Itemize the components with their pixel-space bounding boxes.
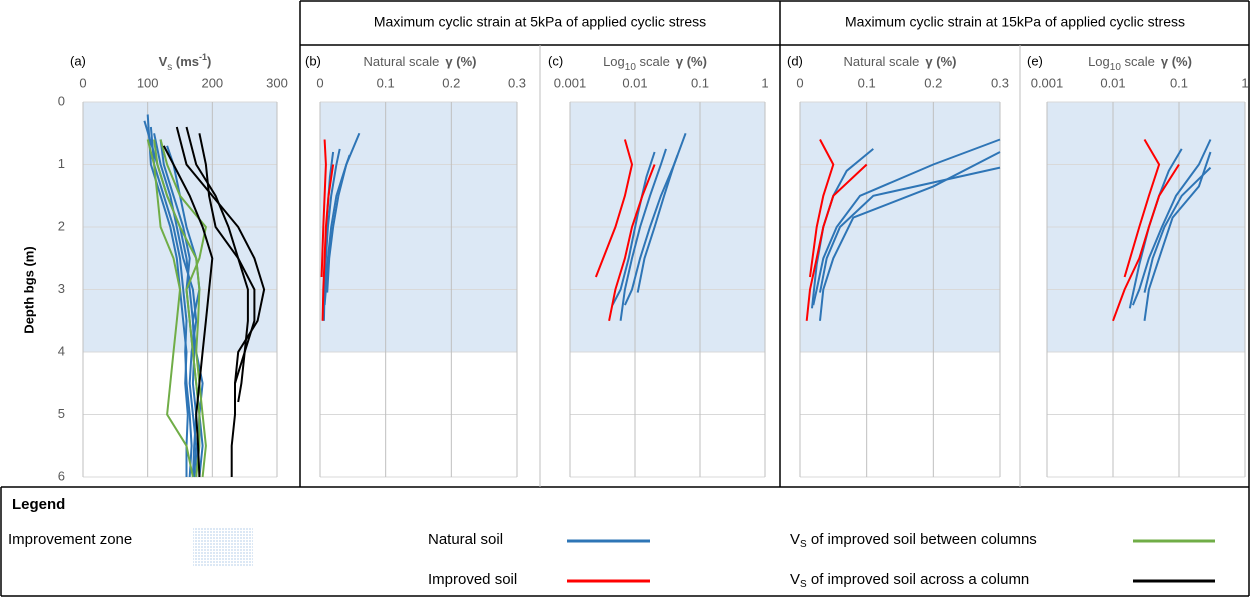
axis-label: γ (%) <box>925 54 956 69</box>
legend-label: Improved soil <box>428 571 517 588</box>
profile-line <box>153 133 198 478</box>
profile-line <box>321 164 335 321</box>
axis-title: Natural scale γ (%) <box>364 54 477 69</box>
x-tick-label: 0.2 <box>442 75 460 90</box>
text-part: of improved soil across a column <box>807 571 1030 588</box>
profile-line <box>320 139 327 278</box>
panel-label: (b) <box>305 53 321 68</box>
y-tick-label: 6 <box>58 468 65 483</box>
text-part: V <box>159 54 168 69</box>
profile-line <box>1143 151 1212 321</box>
text-part: S <box>800 539 807 550</box>
text-part: 10 <box>1110 62 1122 73</box>
x-tick-label: 0 <box>79 75 86 90</box>
axis-title: Log10 scale γ (%) <box>1088 54 1192 72</box>
profile-line <box>185 126 256 403</box>
panel-label: (e) <box>1027 53 1043 68</box>
x-tick-label: 200 <box>201 75 223 90</box>
axis-label: γ (%) <box>1161 54 1192 69</box>
x-tick-label: 0.01 <box>1100 75 1125 90</box>
x-tick-label: 0.001 <box>1031 75 1064 90</box>
y-tick-label: 0 <box>58 93 65 108</box>
axis-title: Log10 scale γ (%) <box>603 54 707 72</box>
x-tick-label: 0.001 <box>554 75 587 90</box>
profile-line <box>146 139 194 478</box>
x-tick-label: 0.01 <box>622 75 647 90</box>
x-tick-label: 0 <box>796 75 803 90</box>
legend-label: VS of improved soil across a column <box>790 571 1029 590</box>
group-header: Maximum cyclic strain at 15kPa of applie… <box>845 14 1185 30</box>
x-tick-label: 0.2 <box>924 75 942 90</box>
text-part: Natural scale <box>844 54 920 69</box>
x-tick-label: 0.1 <box>691 75 709 90</box>
profile-line <box>162 145 214 478</box>
text-part: -1 <box>199 52 207 62</box>
profile-line <box>1123 138 1161 278</box>
profile-line <box>608 164 656 321</box>
text-part: ) <box>207 54 211 69</box>
panel-label: (a) <box>70 53 86 68</box>
y-tick-label: 3 <box>58 281 65 296</box>
x-tick-label: 0.3 <box>508 75 526 90</box>
profile-line <box>611 151 656 306</box>
profile-line <box>146 114 189 477</box>
text-part: Log <box>1088 54 1110 69</box>
x-tick-label: 0.1 <box>1170 75 1188 90</box>
profile-line <box>149 126 193 478</box>
profile-line <box>326 154 351 293</box>
x-tick-label: 1 <box>1241 75 1248 90</box>
text-part: (ms <box>172 54 199 69</box>
x-tick-label: 0.1 <box>858 75 876 90</box>
axis-label: γ (%) <box>445 54 476 69</box>
text-part: V <box>790 571 800 588</box>
text-part: 10 <box>625 62 637 73</box>
x-tick-label: 300 <box>266 75 288 90</box>
profile-line <box>1112 163 1180 322</box>
y-tick-label: 1 <box>58 156 65 171</box>
text-part: scale <box>636 54 670 69</box>
profile-line <box>159 139 207 478</box>
legend-swatch <box>193 527 253 567</box>
y-tick-label: 5 <box>58 406 65 421</box>
legend-label: Improvement zone <box>8 531 132 548</box>
text-part: S <box>800 579 807 590</box>
group-header: Maximum cyclic strain at 5kPa of applied… <box>374 14 706 30</box>
text-part: s <box>167 62 172 73</box>
x-tick-label: 1 <box>761 75 768 90</box>
axis-title: Natural scale γ (%) <box>844 54 957 69</box>
axis-title: Vs (ms-1) <box>159 52 212 72</box>
profile-line <box>153 139 207 478</box>
x-tick-label: 0.1 <box>377 75 395 90</box>
profile-line <box>819 166 1001 293</box>
profile-line <box>805 163 868 321</box>
text-part: of improved soil between columns <box>807 531 1037 548</box>
panel-label: (c) <box>548 53 563 68</box>
text-part: Log <box>603 54 625 69</box>
x-tick-label: 0.3 <box>991 75 1009 90</box>
panel-label: (d) <box>787 53 803 68</box>
text-part: V <box>790 531 800 548</box>
profile-line <box>636 154 679 293</box>
profile-line <box>809 139 835 278</box>
x-tick-label: 100 <box>137 75 159 90</box>
profile-line <box>198 133 249 415</box>
profile-line <box>812 138 1001 306</box>
legend-label: VS of improved soil between columns <box>790 531 1037 550</box>
y-tick-label: 4 <box>58 343 65 358</box>
text-part: scale <box>1121 54 1155 69</box>
profile-line <box>1131 139 1212 306</box>
axis-label: γ (%) <box>676 54 707 69</box>
profile-line <box>594 139 634 278</box>
profile-line <box>619 148 667 321</box>
text-part: Natural scale <box>364 54 440 69</box>
y-tick-label: 2 <box>58 218 65 233</box>
y-axis-label: Depth bgs (m) <box>21 246 36 333</box>
legend-title: Legend <box>12 496 65 513</box>
legend-label: Natural soil <box>428 531 503 548</box>
profile-line <box>1143 166 1212 293</box>
x-tick-label: 0 <box>316 75 323 90</box>
